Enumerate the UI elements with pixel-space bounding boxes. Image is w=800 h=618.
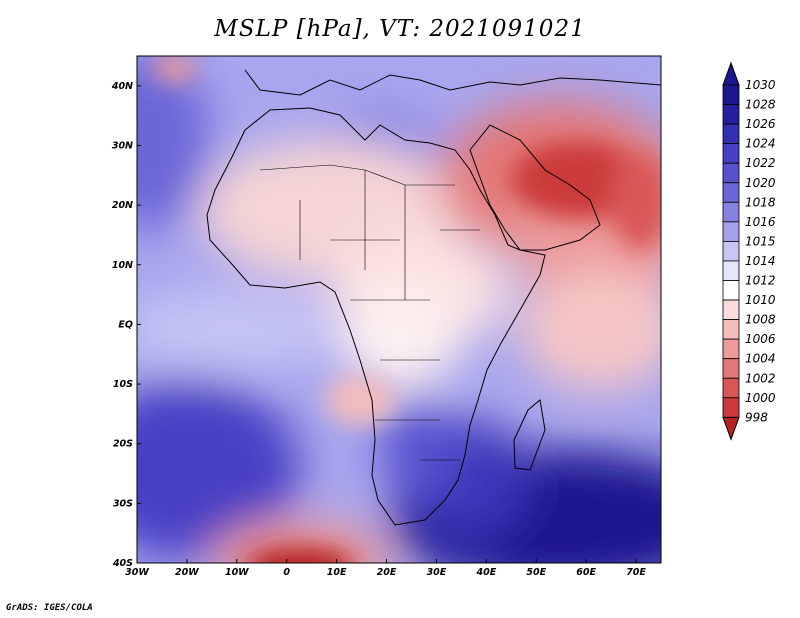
colorbar-swatch-1010 bbox=[722, 299, 740, 320]
arabia-coastline bbox=[469, 124, 601, 251]
colorbar-swatch-1006 bbox=[722, 338, 740, 360]
colorbar-label-998: 998 bbox=[745, 410, 768, 424]
lon-label-50E: 50E bbox=[526, 567, 546, 578]
colorbar: 1030 1028 1026 1024 1022 1020 1018 1016 1015 1014… bbox=[722, 61, 776, 441]
colorbar-swatch-1000 bbox=[722, 397, 740, 418]
lon-label-70E: 70E bbox=[626, 567, 646, 578]
lon-label-20E: 20E bbox=[377, 567, 397, 578]
colorbar-swatch-1016 bbox=[722, 221, 740, 242]
colorbar-label-1006: 1006 bbox=[745, 332, 776, 346]
colorbar-swatch-1012 bbox=[722, 280, 740, 301]
colorbar-label-1018: 1018 bbox=[745, 195, 776, 209]
colorbar-label-1024: 1024 bbox=[745, 137, 776, 151]
colorbar-top-arrow bbox=[722, 61, 740, 86]
colorbar-label-1026: 1026 bbox=[745, 117, 776, 131]
colorbar-label-1030: 1030 bbox=[745, 78, 776, 92]
lon-label-30W: 30W bbox=[125, 567, 149, 578]
lon-label-10E: 10E bbox=[327, 567, 347, 578]
colorbar-label-1014: 1014 bbox=[745, 254, 776, 268]
colorbar-swatch-1018 bbox=[722, 201, 740, 223]
lat-label-20N: 20N bbox=[112, 200, 133, 211]
colorbar-swatch-1015 bbox=[722, 240, 740, 262]
colorbar-swatch-1020 bbox=[722, 182, 740, 203]
colorbar-swatch-1028 bbox=[722, 104, 740, 125]
colorbar-label-1002: 1002 bbox=[745, 371, 776, 385]
lat-label-10N: 10N bbox=[112, 260, 133, 271]
lon-label-30E: 30E bbox=[427, 567, 447, 578]
colorbar-label-1028: 1028 bbox=[745, 98, 776, 112]
lat-label-EQ: EQ bbox=[118, 319, 133, 330]
lat-label-30S: 30S bbox=[113, 498, 133, 509]
colorbar-label-1000: 1000 bbox=[745, 391, 776, 405]
colorbar-label-1010: 1010 bbox=[745, 293, 776, 307]
colorbar-swatch-1002 bbox=[722, 377, 740, 399]
europe-coastline bbox=[244, 69, 661, 96]
colorbar-swatch-1026 bbox=[722, 123, 740, 145]
map-frame bbox=[136, 55, 662, 564]
lat-label-40S: 40S bbox=[112, 558, 133, 569]
colorbar-swatch-1004 bbox=[722, 358, 740, 379]
colorbar-label-1020: 1020 bbox=[745, 176, 776, 190]
colorbar-swatch-1024 bbox=[722, 143, 740, 164]
lon-label-60E: 60E bbox=[576, 567, 596, 578]
colorbar-bottom-arrow bbox=[722, 416, 740, 441]
lat-label-20S: 20S bbox=[113, 439, 133, 450]
colorbar-swatch-1022 bbox=[722, 162, 740, 184]
colorbar-label-1016: 1016 bbox=[745, 215, 776, 229]
borders bbox=[259, 164, 480, 461]
pressure-field bbox=[137, 56, 661, 563]
colorbar-swatch-1008 bbox=[722, 319, 740, 340]
africa-coastline bbox=[206, 107, 546, 526]
colorbar-swatch-1014 bbox=[722, 260, 740, 281]
footer-credit: GrADS: IGES/COLA bbox=[6, 603, 93, 613]
madagascar-coastline bbox=[513, 399, 546, 471]
lat-label-10S: 10S bbox=[113, 379, 133, 390]
lat-label-40N: 40N bbox=[111, 81, 133, 92]
lon-label-10W: 10W bbox=[225, 567, 249, 578]
colorbar-label-1004: 1004 bbox=[745, 352, 776, 366]
coastlines bbox=[206, 69, 661, 526]
colorbar-label-1015: 1015 bbox=[745, 234, 776, 248]
lon-label-20W: 20W bbox=[175, 567, 199, 578]
lat-label-30N: 30N bbox=[112, 140, 133, 151]
map-axes: 30W 20W 10W 0 10E 20E 30E 40E 50E 60E 70E 40N 30N 20N… bbox=[111, 81, 647, 578]
lon-label-0: 0 bbox=[283, 567, 290, 578]
colorbar-label-1012: 1012 bbox=[745, 274, 776, 288]
map-title: MSLP [hPa], VT: 2021091021 bbox=[214, 16, 586, 42]
colorbar-swatch-1030 bbox=[722, 84, 740, 105]
colorbar-label-1008: 1008 bbox=[745, 313, 776, 327]
lon-label-40E: 40E bbox=[475, 567, 496, 578]
colorbar-label-1022: 1022 bbox=[745, 156, 776, 170]
